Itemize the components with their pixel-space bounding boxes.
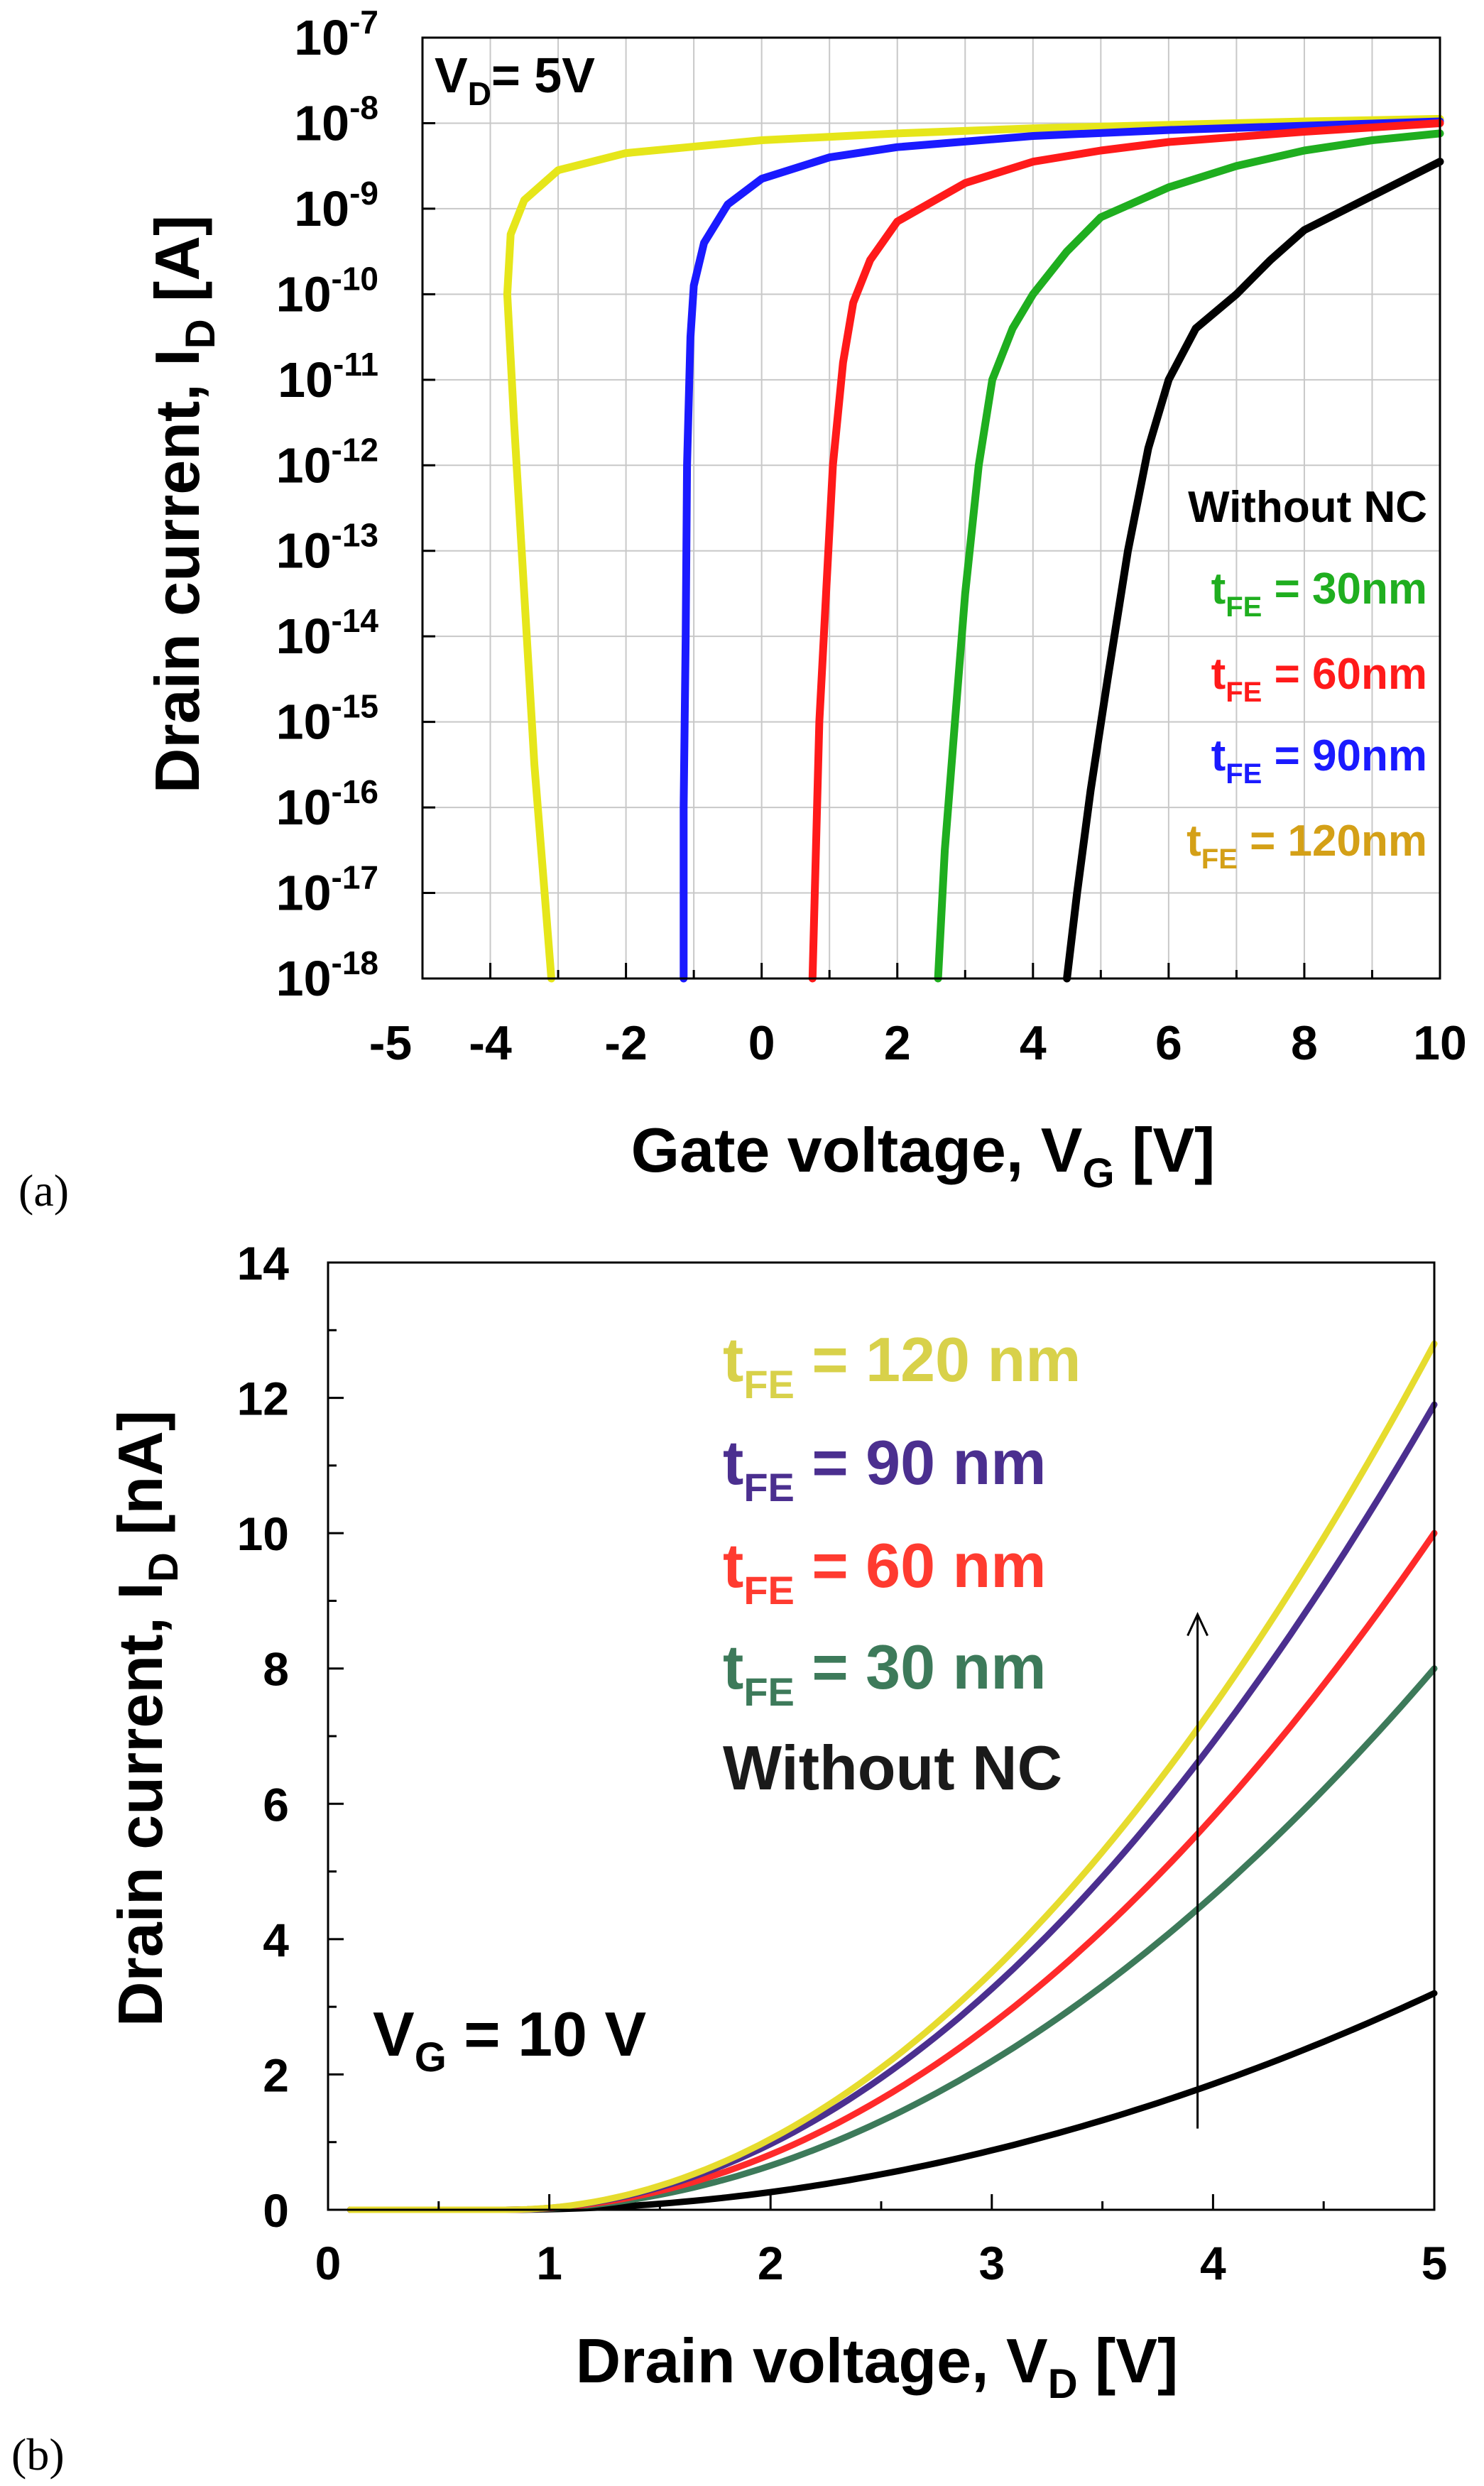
panel-a-x-tick-label: 6	[1155, 1016, 1182, 1070]
panel-a-label: (a)	[18, 1165, 69, 1216]
panel-b-y-tick-label: 12	[237, 1373, 289, 1425]
panel-a-y-tick-label: 10-7	[294, 4, 378, 65]
panel-b-label: (b)	[11, 2429, 65, 2480]
panel-b-x-tick-label: 1	[536, 2237, 562, 2289]
arrow-head	[1186, 1611, 1209, 1637]
panel-b-y-tick-label: 14	[237, 1237, 290, 1290]
panel-a-x-tick-label: 2	[884, 1016, 911, 1070]
panel-a-y-tick-label: 10-9	[294, 175, 378, 236]
panel-b-legend-entry: tFE = 90 nm	[723, 1427, 1047, 1510]
panel-a-legend-entry: tFE = 90nm	[1211, 731, 1427, 790]
panel-b-trend-arrow	[1186, 1611, 1209, 2129]
panel-a-y-tick-label: 10-15	[276, 688, 378, 750]
panel-a-legend-entry: tFE = 30nm	[1211, 565, 1427, 623]
panel-a-x-tick-label: 10	[1413, 1016, 1467, 1070]
panel-a-legend-entry: Without NC	[1188, 483, 1427, 532]
panel-b-y-axis-title: Drain current, ID [nA]	[105, 1410, 187, 2027]
panel-b-y-tick-label: 10	[237, 1508, 289, 1560]
panel-b-x-tick-label: 3	[978, 2237, 1005, 2289]
panel-a-y-tick-label: 10-10	[276, 260, 378, 322]
panel-a-x-tick-label: 0	[748, 1016, 775, 1070]
panel-a-y-tick-label: 10-17	[276, 859, 378, 921]
panel-b-legend-entry: tFE = 30 nm	[723, 1632, 1047, 1714]
panel-b-y-tick-labels: 0 2 4 6 8 10 12 14	[237, 1237, 290, 2237]
panel-a-series-line	[680, 117, 1444, 983]
panel-b-y-tick-label: 6	[263, 1778, 289, 1831]
panel-a-x-tick-label: 4	[1020, 1016, 1047, 1070]
panel-a-x-tick-label: 8	[1291, 1016, 1318, 1070]
panel-a-x-tick-label: -2	[604, 1016, 647, 1070]
panel-b-x-tick-label: 5	[1422, 2237, 1448, 2289]
panel-a-curves	[503, 114, 1444, 983]
panel-a-grid	[422, 38, 1440, 978]
panel-b-y-tick-label: 8	[263, 1643, 289, 1696]
panel-a-x-tick-labels: -5 -4 -2 0 2 4 6 8 10	[369, 1016, 1467, 1070]
panel-b-ticks	[327, 1261, 1436, 2211]
panel-a-y-tick-label: 10-8	[294, 89, 378, 151]
panel-b-y-tick-label: 4	[263, 1914, 289, 1966]
panel-b-x-tick-label: 4	[1200, 2237, 1226, 2289]
panel-b-legend-entry: Without NC	[723, 1733, 1062, 1803]
panel-a-y-tick-labels: 10-7 10-8 10-9 10-10 10-11 10-12 10-13 10-14 10-…	[276, 4, 379, 1006]
panel-a-ticks	[422, 36, 1441, 980]
panel-a-vd-annotation: VD= 5V	[435, 48, 595, 112]
panel-a-y-tick-label: 10-14	[276, 602, 379, 664]
panel-a-x-axis-title: Gate voltage, VG [V]	[631, 1115, 1216, 1196]
panel-a-chart: 10-710-810-910-1010-1110-1210-1310-1410-…	[18, 4, 1467, 1216]
panel-b-x-tick-labels: 0 1 2 3 4 5	[315, 2237, 1448, 2289]
panel-b-x-tick-label: 0	[315, 2237, 342, 2289]
panel-b-y-tick-label: 0	[263, 2184, 289, 2237]
panel-a-plot-frame	[421, 36, 1441, 980]
panel-a-y-tick-label: 10-12	[276, 431, 378, 493]
panel-a-series-line	[808, 119, 1444, 983]
panel-b-legend-entry: tFE = 120 nm	[723, 1324, 1081, 1407]
panel-b-x-axis-title: Drain voltage, VD [V]	[576, 2326, 1179, 2407]
panel-b-legend: tFE = 120 nm tFE = 90 nm tFE = 60 nm tFE = …	[723, 1324, 1081, 1803]
panel-a-series-line	[503, 114, 1444, 983]
panel-b-x-tick-label: 2	[758, 2237, 784, 2289]
panel-a-legend-entry: tFE = 60nm	[1211, 650, 1427, 708]
panel-a-y-tick-label: 10-11	[278, 346, 378, 408]
panel-a-y-tick-label: 10-13	[276, 517, 378, 579]
panel-a-series-line	[1063, 158, 1444, 983]
panel-a-x-tick-label: -4	[469, 1016, 512, 1070]
panel-a-x-tick-label: -5	[369, 1016, 412, 1070]
panel-a-y-axis-title: Drain current, ID [A]	[142, 215, 224, 793]
panel-a-legend-entry: tFE = 120nm	[1186, 817, 1427, 875]
panel-b-legend-entry: tFE = 60 nm	[723, 1530, 1047, 1613]
panel-b-vg-annotation: VG = 10 V	[373, 1999, 646, 2081]
panel-a-y-tick-label: 10-16	[276, 773, 378, 835]
panel-b-y-tick-label: 2	[263, 2049, 289, 2101]
panel-a-legend: Without NC tFE = 30nm tFE = 60nm tFE = 90nm…	[1186, 483, 1427, 875]
panel-a-y-tick-label: 10-18	[276, 944, 378, 1006]
panel-a-series-line	[934, 129, 1444, 983]
